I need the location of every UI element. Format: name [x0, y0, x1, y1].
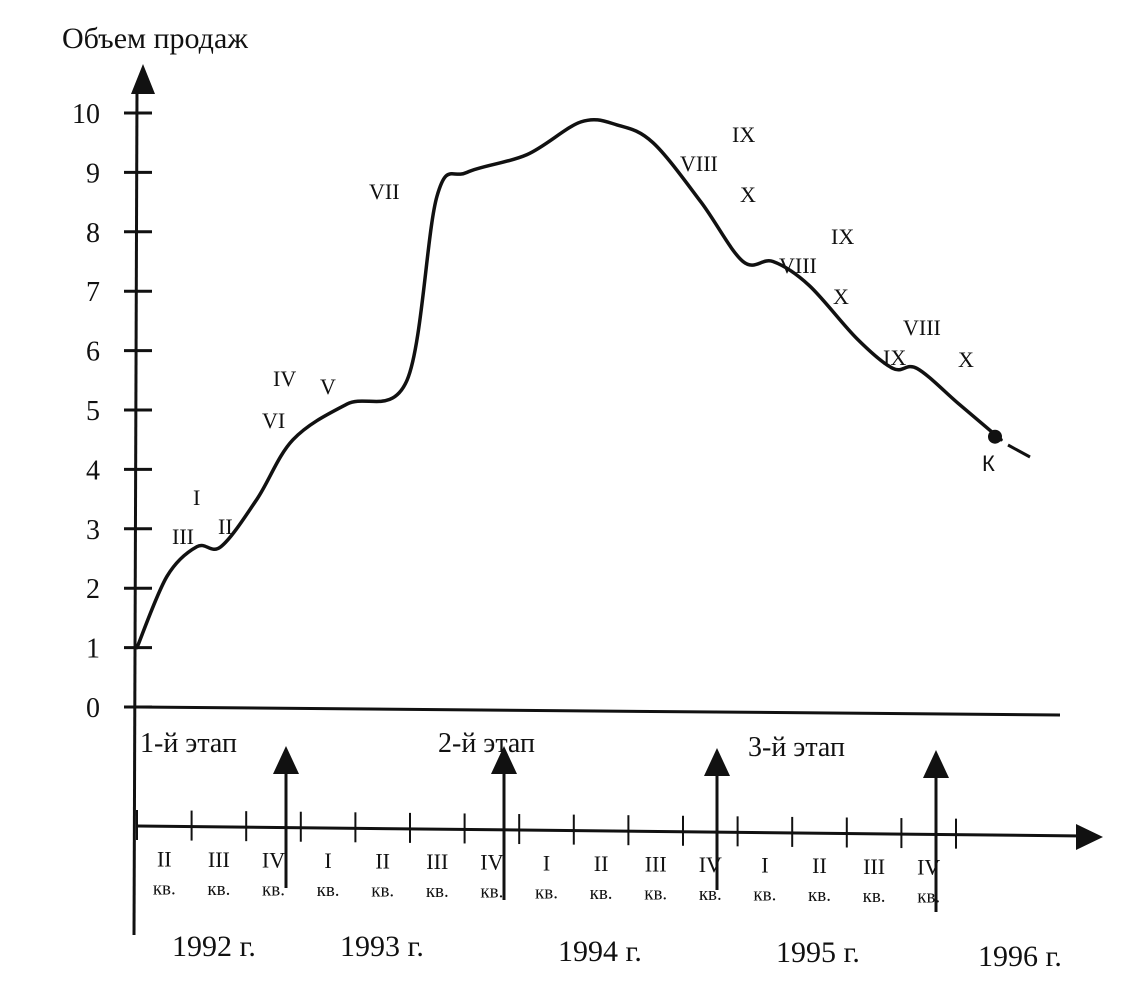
year-label: 1996 г. — [978, 940, 1062, 973]
time-axis-arrowhead — [1076, 824, 1103, 850]
annotation-label: III — [172, 524, 194, 549]
quarter-suffix: кв. — [917, 886, 940, 907]
annotation-label: VIII — [779, 253, 817, 278]
quarter-suffix: кв. — [644, 883, 667, 904]
quarter-numeral: III — [208, 847, 230, 872]
quarter-suffix: кв. — [153, 878, 176, 899]
annotation-label: V — [320, 374, 336, 399]
quarter-numeral: IV — [262, 847, 285, 872]
quarter-numeral: IV — [699, 852, 722, 877]
y-tick-label: 4 — [86, 455, 100, 486]
end-point-marker — [988, 429, 1002, 444]
y-axis-label: Объем продаж — [62, 22, 248, 55]
quarter-suffix: кв. — [535, 882, 558, 903]
annotation-label: X — [833, 284, 849, 309]
y-tick-label: 6 — [86, 337, 100, 368]
y-tick-label: 10 — [72, 99, 100, 130]
quarter-numeral: II — [375, 849, 390, 874]
y-tick-label: 7 — [86, 277, 100, 308]
y-tick-label: 1 — [86, 634, 100, 665]
curve-tail — [1007, 443, 1031, 459]
time-axis-line — [136, 824, 1085, 838]
sales-curve — [135, 118, 1003, 650]
y-tick-label: 3 — [86, 515, 100, 546]
y-tick-label: 2 — [86, 574, 100, 605]
quarter-ticks — [136, 810, 957, 849]
y-tick-label: 9 — [86, 158, 100, 189]
quarter-labels: IIкв.IIIкв.IVкв.Iкв.IIкв.IIIкв.IVкв.Iкв.… — [153, 846, 941, 907]
quarter-suffix: кв. — [590, 883, 613, 904]
quarter-suffix: кв. — [699, 884, 722, 905]
annotation-label: VIII — [903, 315, 941, 340]
stage-label: 1-й этап — [140, 728, 237, 759]
annotation-label: IV — [273, 366, 296, 391]
quarter-suffix: кв. — [262, 879, 285, 900]
quarter-numeral: I — [543, 850, 550, 875]
y-tick-label: 0 — [86, 693, 100, 724]
year-label: 1993 г. — [340, 930, 424, 963]
year-label: 1995 г. — [776, 936, 860, 969]
annotation-label: IX — [732, 122, 755, 147]
year-label: 1994 г. — [558, 935, 642, 968]
y-axis-arrowhead — [131, 64, 155, 94]
year-label: 1992 г. — [172, 930, 256, 963]
annotation-label: IX — [883, 345, 906, 370]
quarter-numeral: III — [863, 854, 885, 879]
annotation-label: VIII — [680, 151, 718, 176]
quarter-numeral: I — [761, 853, 768, 878]
annotation-label: X — [740, 182, 756, 207]
quarter-suffix: кв. — [863, 886, 886, 907]
quarter-suffix: кв. — [426, 881, 449, 902]
y-tick-label: 8 — [86, 218, 100, 249]
quarter-numeral: II — [157, 846, 172, 871]
quarter-suffix: кв. — [753, 885, 776, 906]
quarter-suffix: кв. — [317, 880, 340, 901]
annotation-label: I — [193, 485, 200, 510]
quarter-numeral: I — [324, 848, 331, 873]
stage-boundary-arrow — [923, 750, 949, 912]
quarter-numeral: IV — [480, 850, 503, 875]
annotation-label: IX — [831, 224, 854, 249]
annotation-label: X — [958, 347, 974, 372]
quarter-suffix: кв. — [207, 879, 230, 900]
quarter-numeral: II — [812, 853, 827, 878]
stage-label: 2-й этап — [438, 728, 535, 759]
quarter-numeral: III — [426, 849, 448, 874]
y-ticks: 0 1 2 3 4 5 6 7 8 9 10 — [72, 99, 152, 724]
y-axis-line — [132, 87, 139, 936]
stage-boundary-arrow — [491, 746, 517, 900]
annotation-label: II — [218, 514, 233, 539]
quarter-suffix: кв. — [808, 885, 831, 906]
quarter-numeral: III — [645, 851, 667, 876]
annotation-label: VI — [262, 408, 285, 433]
quarter-numeral: IV — [917, 854, 940, 879]
end-point-label: К — [982, 451, 995, 476]
y-tick-label: 5 — [86, 396, 100, 427]
stage-label: 3-й этап — [748, 732, 845, 763]
quarter-numeral: II — [594, 851, 609, 876]
annotation-label: VII — [369, 179, 400, 204]
zero-baseline — [136, 705, 1061, 717]
quarter-suffix: кв. — [371, 881, 394, 902]
quarter-suffix: кв. — [480, 882, 503, 903]
stage-boundary-arrow — [273, 746, 299, 888]
